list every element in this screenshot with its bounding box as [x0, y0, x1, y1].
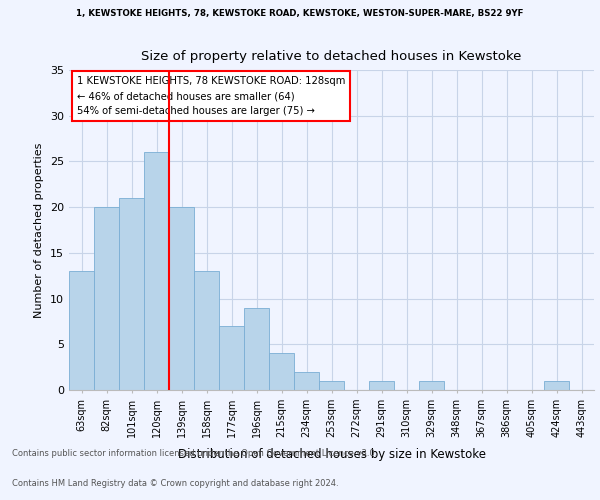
- Text: Contains public sector information licensed under the Open Government Licence v3: Contains public sector information licen…: [12, 448, 377, 458]
- Bar: [269, 354, 294, 390]
- Bar: [319, 381, 344, 390]
- Text: 1 KEWSTOKE HEIGHTS, 78 KEWSTOKE ROAD: 128sqm
← 46% of detached houses are smalle: 1 KEWSTOKE HEIGHTS, 78 KEWSTOKE ROAD: 12…: [77, 76, 345, 116]
- Bar: [94, 207, 119, 390]
- Bar: [194, 271, 219, 390]
- Text: 1, KEWSTOKE HEIGHTS, 78, KEWSTOKE ROAD, KEWSTOKE, WESTON-SUPER-MARE, BS22 9YF: 1, KEWSTOKE HEIGHTS, 78, KEWSTOKE ROAD, …: [76, 9, 524, 18]
- Text: Contains HM Land Registry data © Crown copyright and database right 2024.: Contains HM Land Registry data © Crown c…: [12, 478, 338, 488]
- Bar: [419, 381, 444, 390]
- Y-axis label: Number of detached properties: Number of detached properties: [34, 142, 44, 318]
- Bar: [244, 308, 269, 390]
- X-axis label: Distribution of detached houses by size in Kewstoke: Distribution of detached houses by size …: [178, 448, 485, 461]
- Bar: [169, 207, 194, 390]
- Bar: [119, 198, 144, 390]
- Bar: [219, 326, 244, 390]
- Bar: [69, 271, 94, 390]
- Bar: [544, 381, 569, 390]
- Bar: [144, 152, 169, 390]
- Bar: [369, 381, 394, 390]
- Bar: [294, 372, 319, 390]
- Title: Size of property relative to detached houses in Kewstoke: Size of property relative to detached ho…: [142, 50, 521, 64]
